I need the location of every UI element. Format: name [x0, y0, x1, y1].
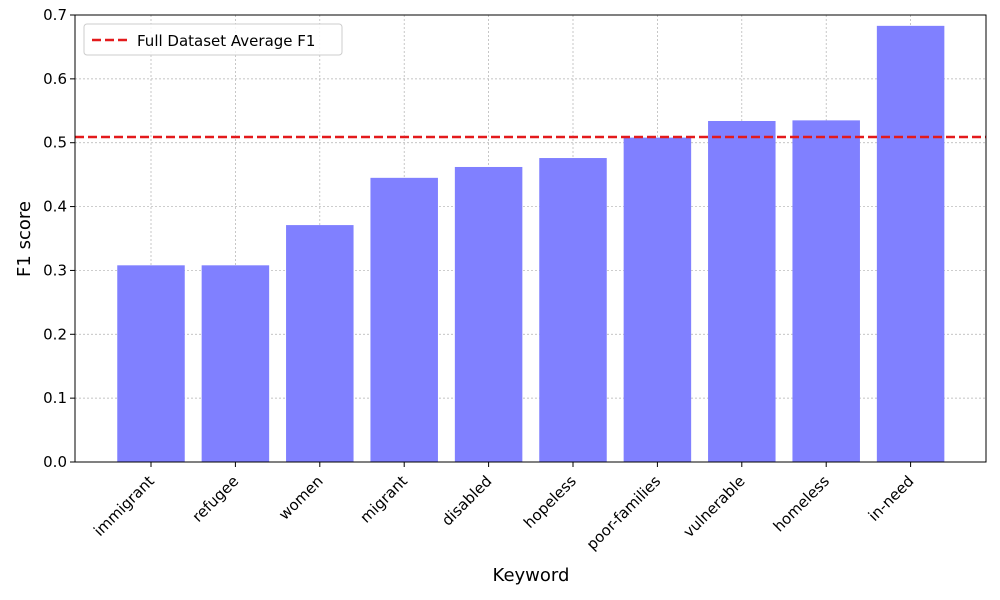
x-tick-label: vulnerable — [680, 472, 749, 541]
axes — [70, 14, 987, 467]
bar-refugee — [201, 265, 270, 462]
y-tick-label: 0.2 — [43, 325, 67, 343]
y-tick-label: 0.5 — [43, 134, 67, 152]
x-tick-label: homeless — [770, 472, 833, 535]
bar-immigrant — [117, 265, 185, 462]
y-tick-label: 0.1 — [43, 389, 67, 407]
legend-label: Full Dataset Average F1 — [137, 32, 315, 50]
x-axis-title: Keyword — [493, 565, 570, 586]
x-tick-label: disabled — [438, 472, 495, 529]
bar-homeless — [792, 120, 860, 462]
legend-box — [83, 23, 343, 56]
bar-poor-families — [623, 137, 692, 462]
bars — [117, 25, 945, 463]
bar-women — [286, 225, 354, 462]
x-tick-label: immigrant — [90, 472, 158, 540]
bar-migrant — [370, 177, 438, 463]
bar-disabled — [454, 166, 523, 463]
x-tick-label: refugee — [189, 472, 243, 526]
x-tick-label: migrant — [357, 472, 412, 527]
y-axis-title: F1 score — [14, 201, 35, 277]
bar-vulnerable — [708, 121, 776, 462]
x-tick-label: poor-families — [583, 472, 665, 554]
x-tick-label: in-need — [865, 472, 918, 525]
y-tick-label: 0.7 — [43, 6, 67, 24]
y-tick-label: 0.6 — [43, 70, 67, 88]
y-tick-label: 0.4 — [43, 198, 67, 216]
x-tick-label: hopeless — [520, 472, 580, 532]
bar-hopeless — [539, 158, 607, 463]
bar-in-need — [876, 25, 945, 463]
y-tick-label: 0.3 — [43, 261, 67, 279]
x-tick-label: women — [275, 472, 326, 523]
legend: Full Dataset Average F1 — [83, 23, 343, 56]
plot-frame — [74, 14, 987, 463]
y-tick-label: 0.0 — [43, 453, 67, 471]
